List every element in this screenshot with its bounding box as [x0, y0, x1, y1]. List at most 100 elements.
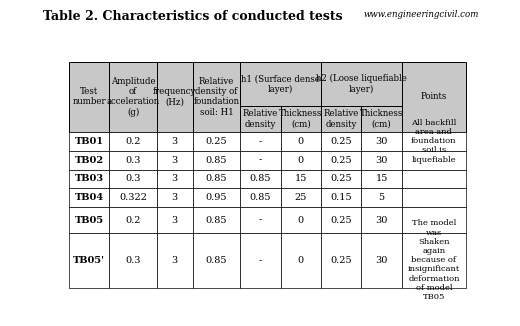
Text: 0: 0 [298, 256, 304, 265]
Bar [361, 106, 402, 132]
Text: h1 (Surface dense
layer): h1 (Surface dense layer) [241, 74, 320, 94]
Text: Relative
density: Relative density [323, 109, 359, 129]
Text: 30: 30 [375, 156, 388, 165]
Text: Relative
density: Relative density [243, 109, 278, 129]
Bar [321, 132, 361, 151]
Text: TB01: TB01 [75, 137, 103, 146]
Text: Amplitude
of
acceleration
(g): Amplitude of acceleration (g) [107, 77, 160, 117]
Bar [281, 170, 321, 188]
Bar [109, 132, 157, 151]
Bar [361, 132, 402, 151]
Text: www.engineeringcivil.com: www.engineeringcivil.com [363, 10, 479, 20]
Bar [240, 170, 281, 188]
Text: TB05: TB05 [75, 215, 104, 225]
Text: -: - [259, 215, 262, 225]
Bar [109, 188, 157, 207]
Text: 15: 15 [375, 174, 388, 184]
Bar [402, 188, 466, 207]
Text: h2 (Loose liquefiable
layer): h2 (Loose liquefiable layer) [316, 74, 407, 94]
Bar [69, 207, 109, 233]
Bar [69, 170, 109, 188]
Text: 3: 3 [172, 174, 178, 184]
Bar [402, 132, 466, 151]
Text: 0.15: 0.15 [330, 193, 352, 202]
Bar [157, 151, 192, 170]
Text: 3: 3 [172, 256, 178, 265]
Bar [109, 62, 157, 132]
Bar [402, 151, 466, 170]
Bar [240, 132, 281, 151]
Bar [109, 207, 157, 233]
Bar [281, 151, 321, 170]
Bar [192, 170, 240, 188]
Bar [321, 62, 402, 106]
Text: 0.3: 0.3 [125, 156, 141, 165]
Text: 0.85: 0.85 [205, 256, 227, 265]
Text: 0: 0 [298, 215, 304, 225]
Text: 3: 3 [172, 193, 178, 202]
Bar [361, 170, 402, 188]
Text: 30: 30 [375, 215, 388, 225]
Text: 0.85: 0.85 [250, 174, 271, 184]
Bar [192, 188, 240, 207]
Text: 0.3: 0.3 [125, 256, 141, 265]
Bar [109, 151, 157, 170]
Text: 30: 30 [375, 137, 388, 146]
Text: 0.3: 0.3 [125, 174, 141, 184]
Bar [69, 132, 109, 151]
Bar [240, 207, 281, 233]
Text: Table 2. Characteristics of conducted tests: Table 2. Characteristics of conducted te… [43, 10, 342, 23]
Bar [402, 233, 466, 288]
Bar [402, 170, 466, 188]
Bar [69, 151, 109, 170]
Text: 3: 3 [172, 215, 178, 225]
Text: 0.85: 0.85 [205, 215, 227, 225]
Text: 30: 30 [375, 256, 388, 265]
Bar [157, 233, 192, 288]
Bar [321, 170, 361, 188]
Text: -: - [259, 256, 262, 265]
Bar [69, 62, 109, 132]
Bar [321, 106, 361, 132]
Text: -: - [259, 137, 262, 146]
Text: 0: 0 [298, 137, 304, 146]
Bar [281, 207, 321, 233]
Bar [361, 151, 402, 170]
Text: 25: 25 [295, 193, 307, 202]
Bar [69, 233, 109, 288]
Bar [321, 207, 361, 233]
Text: Test
number: Test number [72, 87, 106, 107]
Bar [109, 170, 157, 188]
Text: TB04: TB04 [75, 193, 104, 202]
Bar [69, 188, 109, 207]
Text: 0.85: 0.85 [205, 156, 227, 165]
Text: The model
was
Shaken
again
because of
insignificant
deformation
of model
TB05: The model was Shaken again because of in… [408, 219, 460, 301]
Text: Relative
density of
foundation
soil: H1: Relative density of foundation soil: H1 [193, 77, 239, 117]
Text: TB03: TB03 [75, 174, 104, 184]
Text: 0.322: 0.322 [119, 193, 147, 202]
Bar [240, 106, 281, 132]
Bar [281, 233, 321, 288]
Bar [402, 207, 466, 233]
Text: 0: 0 [298, 156, 304, 165]
Bar [157, 188, 192, 207]
Bar [361, 233, 402, 288]
Text: 3: 3 [172, 137, 178, 146]
Bar [402, 62, 466, 132]
Bar [281, 132, 321, 151]
Text: 0.2: 0.2 [125, 215, 141, 225]
Bar [281, 106, 321, 132]
Text: TB02: TB02 [75, 156, 104, 165]
Bar [157, 132, 192, 151]
Text: Points: Points [421, 92, 447, 101]
Text: -: - [259, 156, 262, 165]
Bar [109, 233, 157, 288]
Text: All backfill
area and
foundation
soil is
liquefiable: All backfill area and foundation soil is… [411, 119, 457, 164]
Bar [157, 207, 192, 233]
Bar [321, 188, 361, 207]
Bar [192, 132, 240, 151]
Text: 0.2: 0.2 [125, 137, 141, 146]
Bar [192, 62, 240, 132]
Text: Thickness
(cm): Thickness (cm) [360, 109, 404, 129]
Text: 3: 3 [172, 156, 178, 165]
